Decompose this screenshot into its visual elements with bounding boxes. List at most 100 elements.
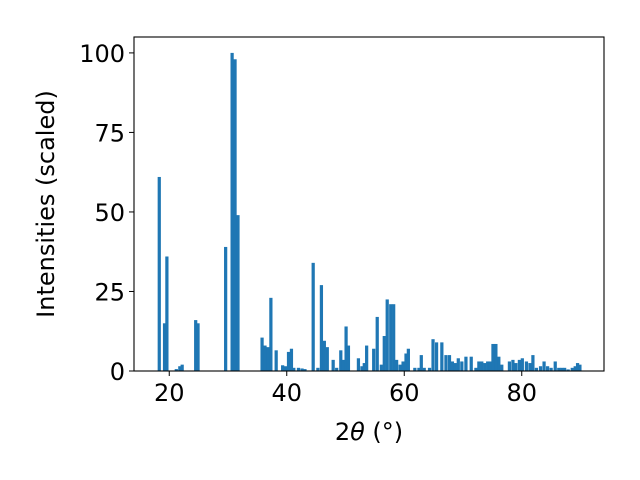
bar <box>365 345 369 371</box>
bar <box>286 351 291 371</box>
bar <box>157 176 161 371</box>
bar <box>311 262 315 371</box>
bar <box>325 347 329 371</box>
x-tick-label: 20 <box>154 379 185 407</box>
bar <box>269 297 273 371</box>
bar <box>486 361 490 371</box>
bar <box>292 367 296 371</box>
bar <box>566 369 570 371</box>
bar <box>404 353 408 371</box>
bar <box>542 361 546 371</box>
bar <box>514 363 518 371</box>
bar <box>162 323 167 371</box>
x-tick-label: 80 <box>506 379 537 407</box>
bar <box>460 361 464 371</box>
bar <box>517 359 522 371</box>
bar <box>557 367 561 371</box>
x-axis-title-theta: θ <box>350 418 365 446</box>
bar <box>431 339 435 371</box>
x-axis-title-unit: (°) <box>365 418 403 446</box>
bar <box>165 256 169 371</box>
bar <box>303 369 307 371</box>
bar <box>491 343 495 371</box>
bar <box>289 348 294 371</box>
y-tick-label: 0 <box>110 358 125 386</box>
bar <box>477 361 481 371</box>
bar <box>419 355 423 371</box>
plot-frame <box>133 36 605 372</box>
bar <box>483 363 487 371</box>
bar <box>434 342 439 371</box>
bar <box>422 367 426 371</box>
y-tick-label: 100 <box>79 40 125 68</box>
bar <box>500 364 504 371</box>
x-axis-title-main: 2 <box>335 418 350 446</box>
y-tick-label: 75 <box>94 119 125 147</box>
bar <box>260 337 264 371</box>
bar <box>570 367 574 371</box>
bar <box>266 347 270 371</box>
bar <box>450 361 455 371</box>
bar <box>453 363 457 371</box>
bar <box>322 340 326 371</box>
bar <box>360 366 364 371</box>
bar <box>553 361 557 371</box>
bar <box>511 359 515 371</box>
bar <box>573 366 577 371</box>
bar <box>180 364 184 371</box>
bar <box>507 361 512 371</box>
bar <box>236 215 240 371</box>
bar <box>356 358 361 371</box>
bar <box>319 285 324 371</box>
bar <box>578 364 582 371</box>
bar <box>379 364 383 371</box>
bar <box>316 367 320 371</box>
bar <box>560 367 564 371</box>
bar <box>488 361 492 371</box>
bar <box>456 358 460 371</box>
bar <box>296 367 301 371</box>
bar <box>395 359 399 371</box>
bar <box>464 356 468 371</box>
bar <box>281 365 285 371</box>
bars-group <box>157 52 582 372</box>
bar <box>300 368 304 371</box>
bar <box>392 304 396 371</box>
bar <box>194 320 198 371</box>
bar <box>528 363 532 371</box>
bar <box>375 316 379 371</box>
bar <box>346 345 351 371</box>
bar <box>480 361 484 371</box>
bar <box>474 367 478 371</box>
x-axis-title: 2θ (°) <box>335 418 403 446</box>
bar <box>398 364 402 371</box>
x-tick-label: 40 <box>271 379 302 407</box>
bar <box>406 348 410 371</box>
bar <box>427 367 432 371</box>
bar <box>545 366 550 371</box>
bar <box>494 343 498 371</box>
bar <box>520 358 524 371</box>
y-tick-label: 25 <box>94 278 125 306</box>
bar <box>440 342 444 371</box>
bar <box>196 323 200 371</box>
bar <box>263 345 267 371</box>
bar <box>339 350 343 371</box>
bar <box>344 326 348 371</box>
bar <box>372 348 376 371</box>
bar <box>469 356 473 371</box>
bar <box>534 367 539 371</box>
bar <box>331 359 335 371</box>
bar <box>575 363 580 371</box>
bar <box>497 356 501 371</box>
bar <box>362 363 366 371</box>
bar <box>444 355 448 371</box>
bar <box>382 336 386 371</box>
bar <box>538 366 543 371</box>
bar <box>335 367 339 371</box>
bar <box>413 367 417 371</box>
bar <box>224 246 228 371</box>
y-axis-ticks: 0 25 50 75 100 <box>79 40 134 386</box>
bar <box>549 367 553 371</box>
